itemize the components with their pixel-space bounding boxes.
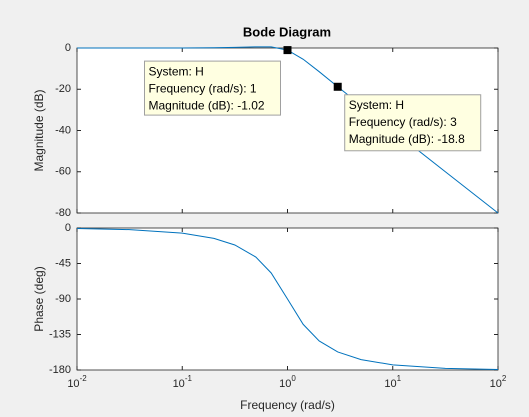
- x-tick-exponent: 0: [291, 374, 296, 383]
- y-tick-label: 0: [65, 42, 71, 54]
- response-line: [76, 228, 499, 371]
- datatip-text: System: H: [349, 98, 404, 112]
- y-tick-label: -40: [55, 124, 71, 136]
- chart-title: Bode Diagram: [243, 24, 331, 39]
- y-tick-label: -180: [49, 364, 71, 376]
- datatip-text: System: H: [149, 64, 204, 78]
- x-tick-base: 10: [490, 378, 502, 390]
- datatip-text: Magnitude (dB): -18.8: [349, 132, 465, 146]
- y-tick-label: -80: [55, 207, 71, 219]
- y-tick-label: -90: [55, 293, 71, 305]
- x-axis-label: Frequency (rad/s): [240, 398, 335, 412]
- x-tick-exponent: -2: [80, 374, 88, 383]
- y-axis-label: Phase (deg): [32, 266, 46, 331]
- x-tick-label: 102: [490, 374, 507, 390]
- y-tick-label: 0: [65, 222, 71, 234]
- y-tick-label: -20: [55, 83, 71, 95]
- x-tick-label: 10-2: [67, 374, 87, 390]
- x-tick-label: 100: [279, 374, 296, 390]
- x-tick-label: 101: [384, 374, 401, 390]
- datatip: System: H Frequency (rad/s): 3 Magnitude (…: [333, 82, 482, 152]
- x-tick-exponent: 2: [502, 374, 507, 383]
- x-tick-base: 10: [279, 378, 291, 390]
- y-tick-label: -135: [49, 328, 71, 340]
- y-tick-label: -60: [55, 166, 71, 178]
- datatip-box: [144, 60, 281, 116]
- x-tick-exponent: 1: [397, 374, 402, 383]
- x-tick-base: 10: [67, 378, 79, 390]
- datatip-text: Magnitude (dB): -1.02: [149, 98, 265, 112]
- datatip-marker: [283, 46, 292, 55]
- y-tick-label: -45: [55, 257, 71, 269]
- datatip-box: [344, 94, 482, 152]
- datatip: System: H Frequency (rad/s): 1 Magnitude (…: [144, 46, 292, 116]
- datatip-marker: [333, 82, 342, 91]
- x-tick-exponent: -1: [185, 374, 193, 383]
- x-tick-base: 10: [173, 378, 185, 390]
- datatip-text: Frequency (rad/s): 3: [349, 115, 457, 129]
- y-axis-label: Magnitude (dB): [32, 89, 46, 171]
- datatip-text: Frequency (rad/s): 1: [149, 81, 257, 95]
- x-tick-base: 10: [384, 378, 396, 390]
- x-tick-label: 10-1: [173, 374, 193, 390]
